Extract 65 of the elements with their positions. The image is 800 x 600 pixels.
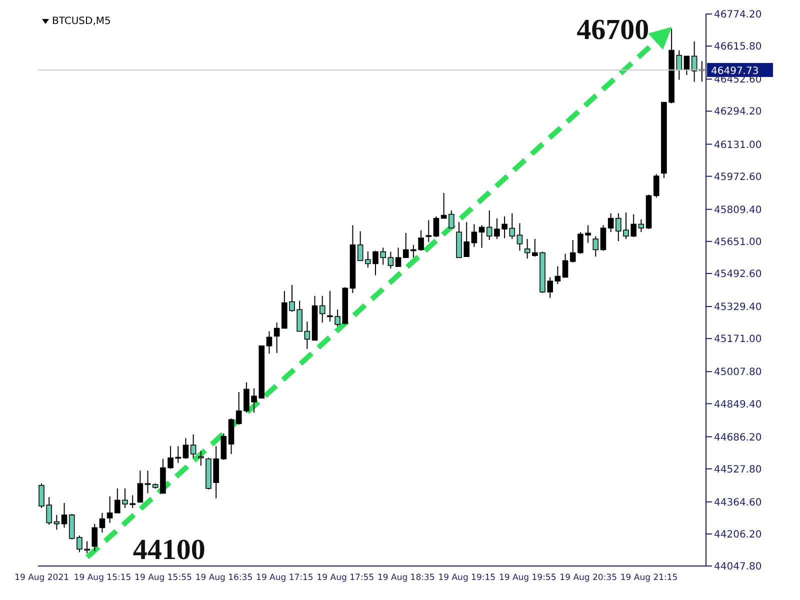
y-tick-label: 44527.80 bbox=[714, 464, 762, 476]
y-tick-label: 46452.60 bbox=[714, 74, 762, 86]
candlestick bbox=[562, 253, 568, 278]
candlestick bbox=[433, 216, 440, 238]
candlestick bbox=[319, 295, 326, 324]
candlestick bbox=[478, 224, 485, 248]
x-tick-label: 19 Aug 2021 bbox=[14, 573, 70, 584]
candlestick bbox=[592, 236, 599, 258]
y-tick-label: 45651.00 bbox=[714, 236, 762, 248]
y-tick-label: 44849.40 bbox=[714, 399, 762, 410]
candlestick bbox=[395, 247, 402, 268]
x-tick-label: 19 Aug 19:15 bbox=[438, 573, 496, 584]
candlestick bbox=[92, 523, 98, 552]
chart-title: BTCUSD,M5 bbox=[52, 16, 111, 27]
candlestick bbox=[516, 222, 523, 252]
candlestick bbox=[653, 173, 660, 198]
y-tick-label: 46131.00 bbox=[714, 140, 762, 151]
y-tick-label: 45329.40 bbox=[714, 302, 762, 314]
candlestick bbox=[266, 330, 272, 354]
y-tick-label: 45809.40 bbox=[714, 204, 762, 216]
candlestick bbox=[524, 238, 530, 260]
y-tick-label: 45007.80 bbox=[714, 367, 762, 378]
y-tick-label: 46774.20 bbox=[714, 10, 762, 21]
x-tick-label: 19 Aug 19:55 bbox=[498, 573, 556, 584]
annotation: 44100 bbox=[132, 534, 206, 566]
candlestick bbox=[554, 266, 561, 285]
candlestick bbox=[608, 212, 614, 233]
y-tick-label: 45972.60 bbox=[714, 172, 762, 183]
candlestick bbox=[388, 251, 394, 270]
candlestick bbox=[440, 192, 447, 219]
y-tick-label: 45492.60 bbox=[714, 269, 762, 280]
candlestick bbox=[99, 512, 106, 534]
x-tick-label: 19 Aug 20:35 bbox=[560, 573, 618, 584]
x-tick-label: 19 Aug 21:15 bbox=[620, 573, 678, 584]
y-tick-label: 46615.80 bbox=[714, 42, 762, 53]
candlestick bbox=[471, 224, 478, 248]
candlestick bbox=[274, 322, 280, 354]
candlestick bbox=[190, 434, 196, 458]
candlestick bbox=[144, 470, 151, 494]
candlestick bbox=[198, 450, 204, 466]
candlestick bbox=[426, 220, 432, 243]
candlestick bbox=[220, 432, 227, 460]
x-tick-label: 19 Aug 15:15 bbox=[74, 573, 132, 584]
x-tick-label: 19 Aug 18:35 bbox=[377, 573, 435, 584]
candlestick bbox=[638, 218, 644, 233]
ref-line-label: 46497.73 bbox=[711, 66, 759, 77]
x-tick-label: 19 Aug 16:35 bbox=[195, 573, 253, 584]
y-tick-label: 44364.60 bbox=[714, 497, 762, 508]
annotation: 46700 bbox=[576, 14, 650, 46]
candlestick bbox=[137, 470, 144, 503]
candlestick bbox=[357, 230, 364, 262]
candlestick bbox=[182, 438, 189, 460]
x-tick-label: 19 Aug 15:55 bbox=[134, 573, 192, 584]
candlestick bbox=[61, 502, 68, 528]
candlestick bbox=[600, 224, 606, 252]
candlestick bbox=[448, 210, 454, 229]
y-tick-label: 44206.20 bbox=[714, 529, 762, 540]
candlestick bbox=[106, 496, 113, 524]
y-tick-label: 46294.20 bbox=[714, 106, 762, 118]
y-tick-label: 45171.00 bbox=[714, 334, 762, 346]
y-tick-label: 44047.80 bbox=[714, 562, 762, 573]
x-tick-label: 19 Aug 17:15 bbox=[256, 573, 314, 584]
candlestick bbox=[304, 321, 310, 350]
x-tick-label: 19 Aug 17:55 bbox=[316, 573, 374, 584]
y-tick-label: 44686.20 bbox=[714, 432, 762, 444]
